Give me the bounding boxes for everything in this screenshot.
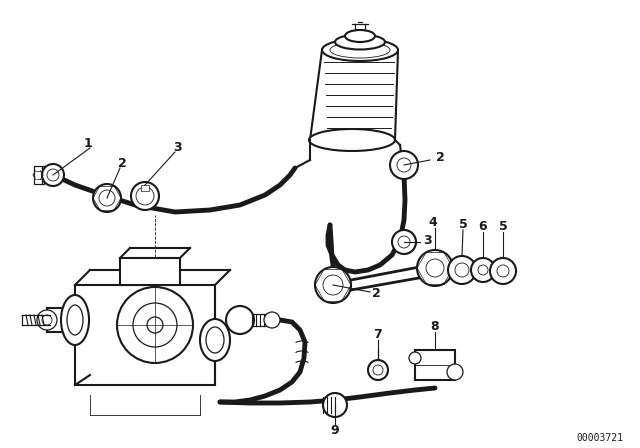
Circle shape xyxy=(42,164,64,186)
Circle shape xyxy=(490,258,516,284)
Bar xyxy=(75,285,215,385)
Circle shape xyxy=(478,265,488,275)
Circle shape xyxy=(47,169,59,181)
Circle shape xyxy=(497,265,509,277)
Bar xyxy=(120,258,180,285)
Text: 1: 1 xyxy=(84,137,92,150)
Text: 9: 9 xyxy=(331,423,339,436)
Text: 8: 8 xyxy=(431,319,439,332)
Text: 3: 3 xyxy=(173,141,182,154)
Text: 5: 5 xyxy=(459,217,467,231)
Text: 2: 2 xyxy=(372,287,380,300)
Ellipse shape xyxy=(322,39,398,61)
Circle shape xyxy=(147,317,163,333)
Circle shape xyxy=(426,259,444,277)
Ellipse shape xyxy=(330,42,390,58)
Text: 00003721: 00003721 xyxy=(577,433,623,443)
Circle shape xyxy=(398,236,410,248)
Ellipse shape xyxy=(61,295,89,345)
Ellipse shape xyxy=(309,129,395,151)
Ellipse shape xyxy=(206,327,224,353)
Circle shape xyxy=(99,190,115,206)
Bar xyxy=(415,350,455,380)
Circle shape xyxy=(264,312,280,328)
Ellipse shape xyxy=(335,34,385,49)
Circle shape xyxy=(471,258,495,282)
Text: 4: 4 xyxy=(429,215,437,228)
Circle shape xyxy=(448,256,476,284)
Circle shape xyxy=(397,158,411,172)
Bar xyxy=(34,166,44,184)
Circle shape xyxy=(392,230,416,254)
Circle shape xyxy=(323,393,347,417)
Text: 3: 3 xyxy=(424,233,432,246)
Text: 6: 6 xyxy=(479,220,487,233)
Circle shape xyxy=(42,315,52,325)
Circle shape xyxy=(133,303,177,347)
Circle shape xyxy=(136,187,154,205)
Ellipse shape xyxy=(67,305,83,335)
Circle shape xyxy=(117,287,193,363)
Text: 2: 2 xyxy=(436,151,444,164)
Circle shape xyxy=(373,365,383,375)
Ellipse shape xyxy=(345,30,375,42)
Circle shape xyxy=(409,352,421,364)
Circle shape xyxy=(455,263,469,277)
Circle shape xyxy=(315,267,351,303)
Text: 7: 7 xyxy=(374,327,382,340)
Text: 2: 2 xyxy=(118,156,126,169)
Circle shape xyxy=(447,364,463,380)
Circle shape xyxy=(93,184,121,212)
Circle shape xyxy=(417,250,453,286)
Circle shape xyxy=(390,151,418,179)
Circle shape xyxy=(323,275,343,295)
Circle shape xyxy=(37,310,57,330)
Circle shape xyxy=(226,306,254,334)
Ellipse shape xyxy=(200,319,230,361)
Bar xyxy=(141,185,149,191)
Circle shape xyxy=(368,360,388,380)
Circle shape xyxy=(131,182,159,210)
Text: 5: 5 xyxy=(499,220,508,233)
